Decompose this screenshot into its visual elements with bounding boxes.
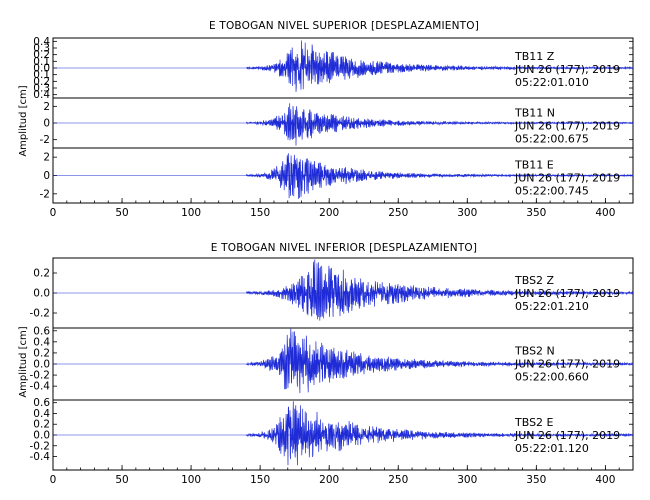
- time-label: 05:22:00.660: [515, 371, 589, 384]
- date-label: JUN 26 (177), 2019: [514, 358, 620, 371]
- y-tick-label: 0.2: [33, 268, 50, 280]
- y-tick-label: 0.4: [33, 89, 50, 101]
- station-label: TBS2 N: [514, 345, 555, 358]
- y-tick-label: 0.6: [33, 397, 50, 409]
- x-tick-label: 200: [319, 207, 339, 219]
- trace-tb11-z: [246, 40, 634, 92]
- x-tick-label: 0: [50, 207, 57, 219]
- y-tick-label: -0.2: [30, 308, 51, 320]
- y-tick-label: 0: [43, 118, 50, 130]
- y-tick-label: -0.2: [30, 370, 51, 382]
- y-tick-label: 0.2: [33, 76, 50, 88]
- station-label: TB11 N: [514, 107, 555, 120]
- y-tick-label: 0.1: [33, 56, 50, 68]
- y-tick-label: 0.1: [33, 69, 50, 81]
- y-tick-label: 0.6: [33, 325, 50, 337]
- x-tick-label: 50: [115, 474, 128, 486]
- station-label: TBS2 Z: [514, 274, 555, 287]
- x-tick-label: 150: [250, 207, 270, 219]
- trace-tb11-e: [245, 153, 634, 199]
- upper-title: E TOBOGAN NIVEL SUPERIOR [DESPLAZAMIENTO…: [209, 20, 479, 32]
- y-tick-label: -0.2: [30, 440, 51, 452]
- x-tick-label: 200: [319, 474, 339, 486]
- x-tick-label: 250: [388, 207, 408, 219]
- y-tick-label: -0.4: [30, 381, 51, 393]
- y-tick-label: 0.2: [33, 419, 50, 431]
- x-tick-label: 0: [50, 474, 57, 486]
- y-tick-label: 0.3: [33, 43, 50, 55]
- station-label: TB11 E: [514, 158, 554, 171]
- x-tick-label: 300: [457, 474, 477, 486]
- y-tick-label: 0.0: [33, 63, 50, 75]
- y-tick-label: 0.0: [33, 430, 50, 442]
- y-tick-label: 0.3: [33, 83, 50, 95]
- lower-x-axis: 0 50 100 150 200 250 300 350 400: [50, 465, 634, 486]
- date-label: JUN 26 (177), 2019: [514, 429, 620, 442]
- upper-x-axis: 0 50 100 150 200 250 300 350 400: [50, 198, 634, 219]
- lower-title: E TOBOGAN NIVEL INFERIOR [DESPLAZAMIENTO…: [211, 242, 477, 254]
- y-tick-label: 2: [43, 152, 50, 164]
- station-label: TBS2 E: [514, 416, 554, 429]
- trace-tbs2-n: [246, 328, 634, 394]
- trace-tbs2-e: [245, 401, 634, 466]
- y-tick-label: 2: [43, 101, 50, 113]
- x-tick-label: 400: [595, 474, 615, 486]
- date-label: JUN 26 (177), 2019: [514, 171, 620, 184]
- upper-ylabel: Amplitud [cm]: [18, 85, 29, 156]
- time-label: 05:22:01.010: [515, 76, 589, 89]
- x-tick-label: 100: [181, 474, 201, 486]
- y-tick-label: 0: [43, 170, 50, 182]
- date-label: JUN 26 (177), 2019: [514, 63, 620, 76]
- date-label: JUN 26 (177), 2019: [514, 120, 620, 133]
- y-tick-label: -0.4: [30, 451, 51, 463]
- y-tick-label: 0.0: [33, 288, 50, 300]
- y-tick-label: 0.0: [33, 359, 50, 371]
- y-tick-label: 0.2: [33, 347, 50, 359]
- lower-ylabel: Amplitud [cm]: [18, 326, 29, 397]
- x-tick-label: 250: [388, 474, 408, 486]
- y-tick-label: -2: [40, 134, 50, 146]
- time-label: 05:22:00.745: [515, 184, 589, 197]
- trace-tb11-n: [245, 103, 634, 146]
- x-tick-label: 350: [526, 207, 546, 219]
- y-tick-label: 0.2: [33, 49, 50, 61]
- y-tick-label: 0.4: [33, 408, 50, 420]
- x-tick-label: 400: [595, 207, 615, 219]
- x-tick-label: 150: [250, 474, 270, 486]
- y-tick-label: 0.4: [33, 336, 50, 348]
- x-tick-label: 300: [457, 207, 477, 219]
- x-tick-label: 350: [526, 474, 546, 486]
- y-tick-label: 0.4: [33, 36, 50, 48]
- time-label: 05:22:00.675: [515, 133, 589, 146]
- x-tick-label: 50: [115, 207, 128, 219]
- time-label: 05:22:01.210: [515, 300, 589, 313]
- x-tick-label: 100: [181, 207, 201, 219]
- time-label: 05:22:01.120: [515, 442, 589, 455]
- trace-tbs2-z: [245, 259, 634, 321]
- station-label: TB11 Z: [514, 50, 555, 63]
- date-label: JUN 26 (177), 2019: [514, 287, 620, 300]
- y-tick-label: -2: [40, 188, 50, 200]
